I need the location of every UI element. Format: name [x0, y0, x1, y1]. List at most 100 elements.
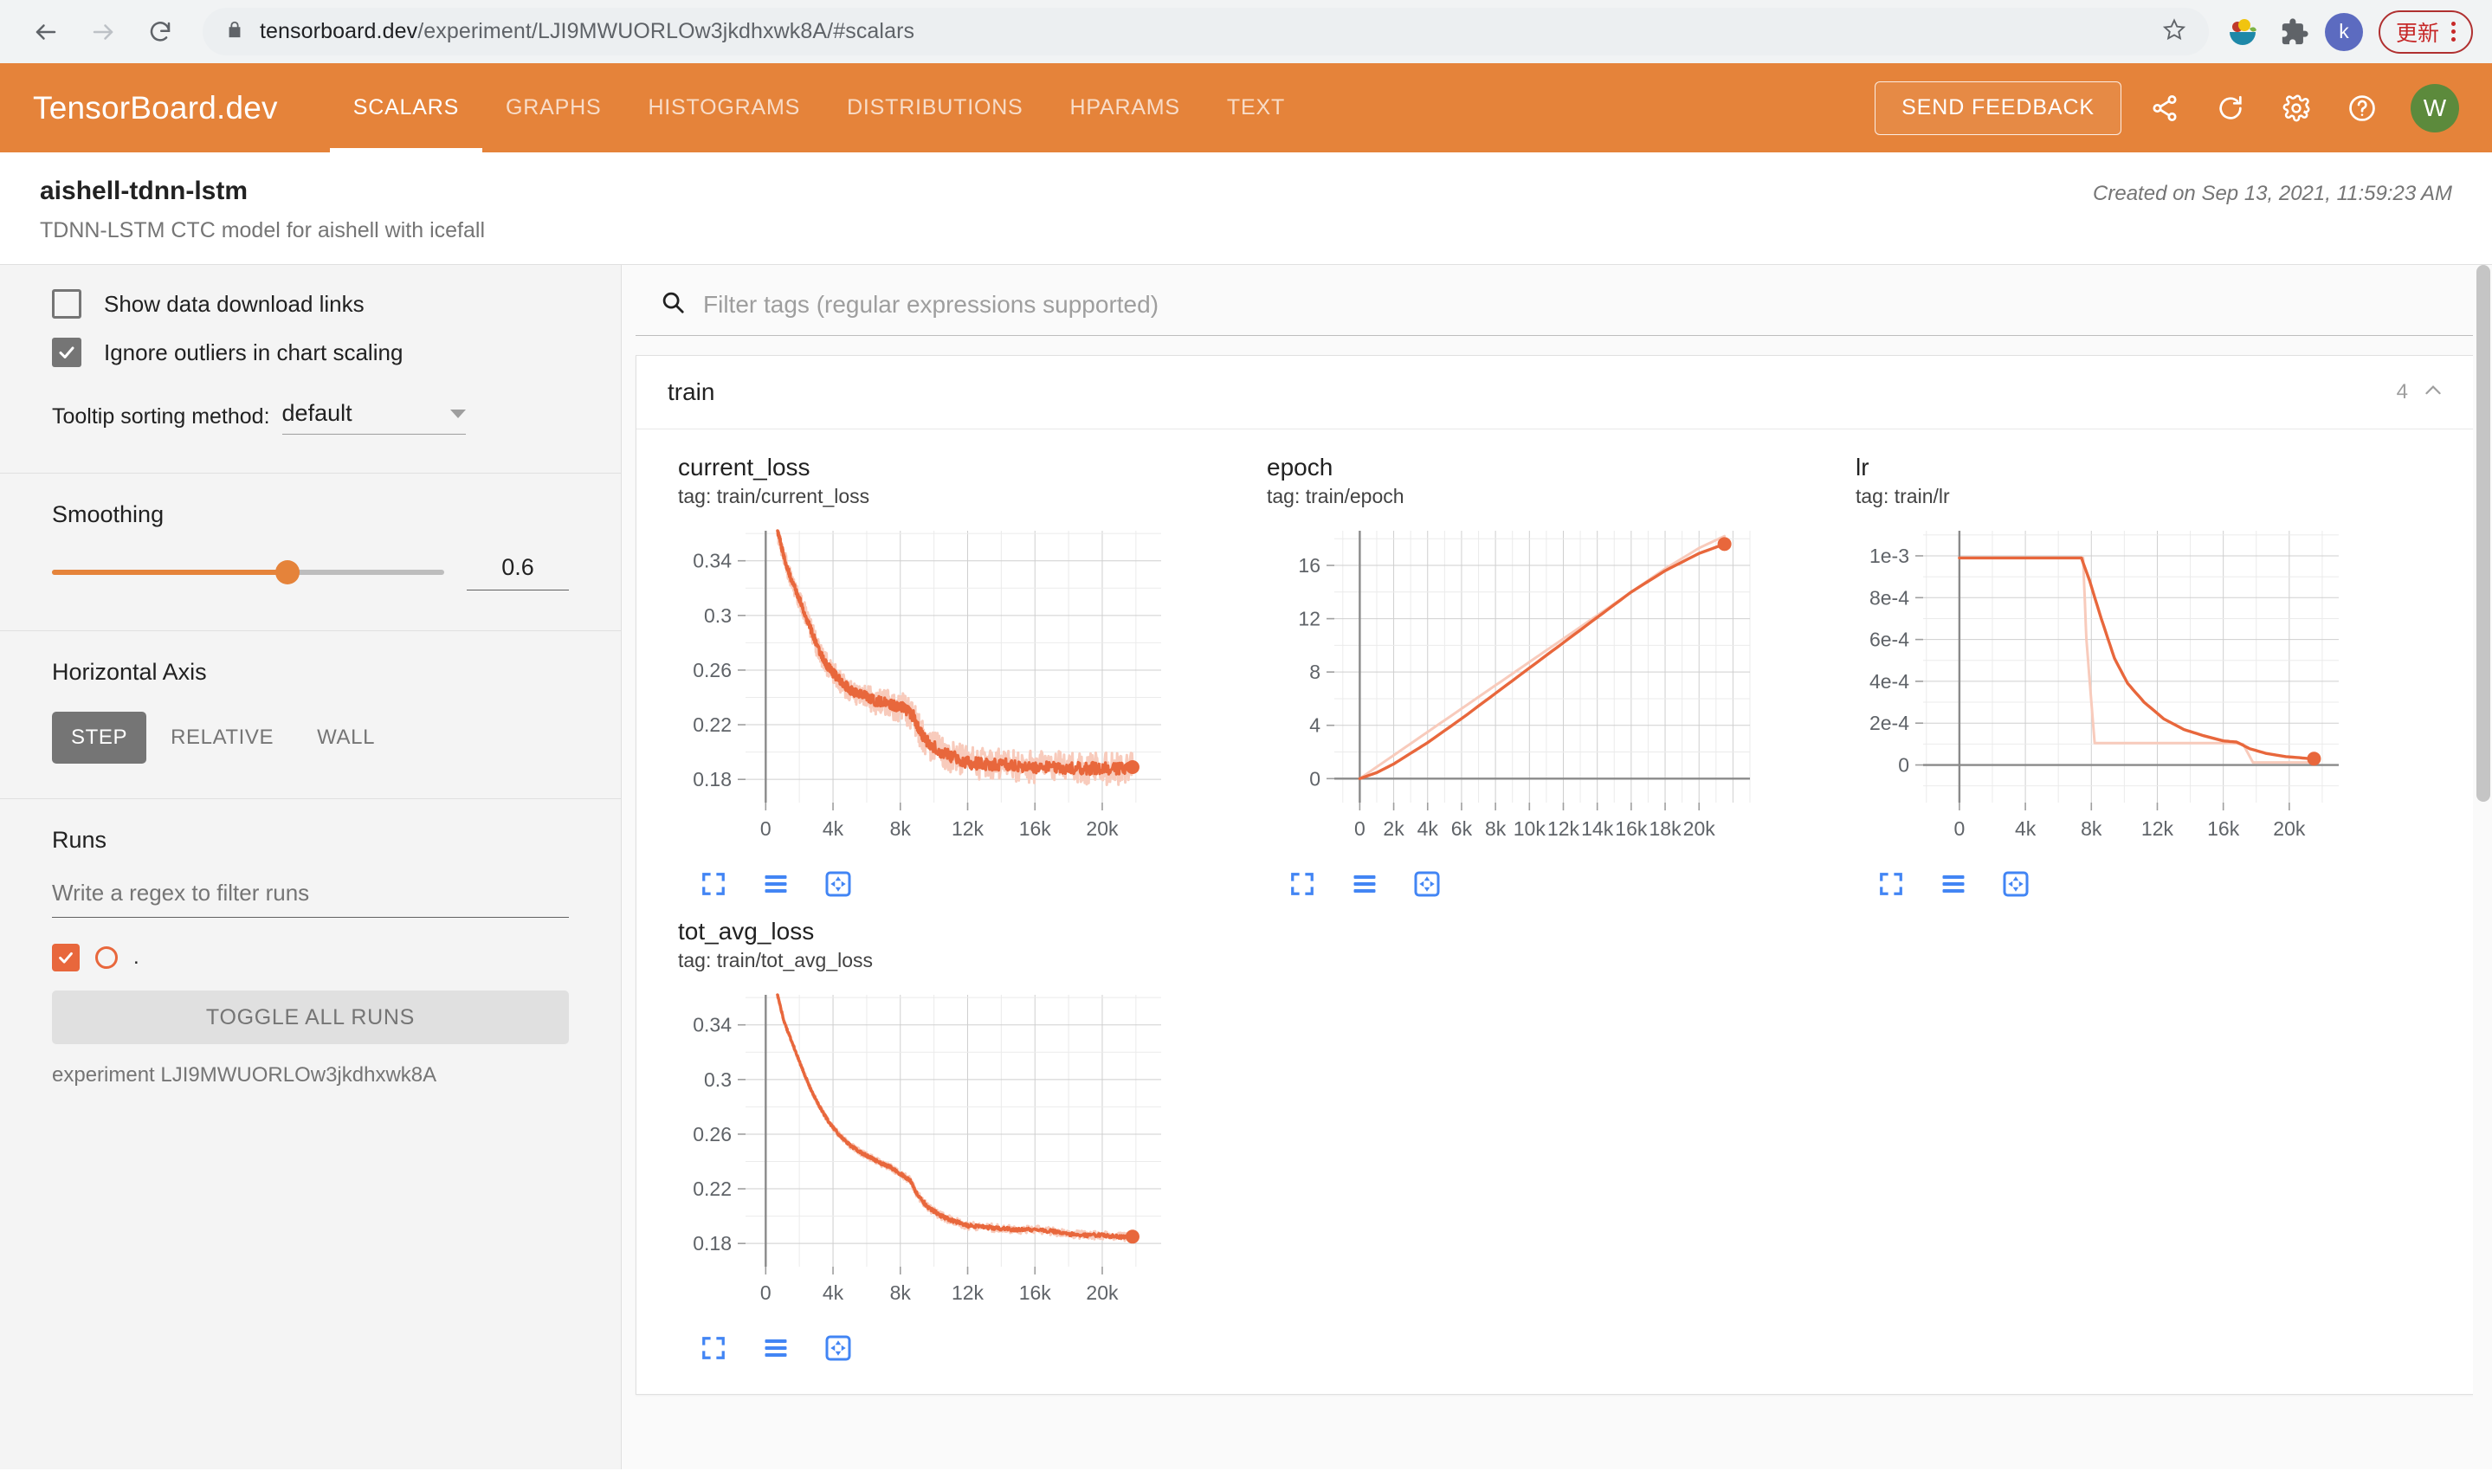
svg-text:20k: 20k — [2273, 817, 2306, 840]
fullscreen-icon[interactable] — [697, 1332, 730, 1365]
show-download-links-row[interactable]: Show data download links — [52, 289, 569, 319]
svg-text:4k: 4k — [823, 1281, 844, 1304]
svg-text:0: 0 — [760, 1281, 771, 1304]
chart-card: current_loss tag: train/current_loss 0 4k 8k… — [657, 442, 1246, 906]
fullscreen-icon[interactable] — [1286, 868, 1319, 900]
tab-hparams[interactable]: HPARAMS — [1069, 95, 1180, 119]
tensorboard-header: TensorBoard.dev SCALARS GRAPHS HISTOGRAM… — [0, 63, 2492, 152]
reload-icon[interactable] — [133, 5, 187, 59]
runs-filter-placeholder: Write a regex to filter runs — [52, 880, 310, 906]
smoothing-slider-thumb[interactable] — [274, 560, 300, 584]
show-download-links-label: Show data download links — [104, 290, 365, 317]
chart-title: current_loss — [678, 454, 810, 481]
svg-text:4k: 4k — [2015, 817, 2037, 840]
ignore-outliers-checkbox[interactable] — [52, 338, 81, 367]
lock-icon — [225, 19, 244, 44]
fruit-bowl-extension-icon[interactable] — [2221, 10, 2264, 54]
pan-fit-icon[interactable] — [822, 1332, 855, 1365]
tooltip-sorting-label: Tooltip sorting method: — [52, 404, 270, 429]
kebab-menu-icon[interactable] — [2446, 22, 2461, 42]
axis-option-step[interactable]: STEP — [52, 712, 147, 764]
chart-tag: tag: train/lr — [1856, 485, 1950, 508]
chart-plot[interactable]: 0 4k 8k 12k 16k 20k 0.18 0.22 0.26 0.3 0.34 — [678, 983, 1198, 1320]
chart-canvas[interactable]: 0 4k 8k 12k 16k 20k 0 2e-4 4e-4 6e-4 8e-4 1e-3 — [1856, 519, 2413, 861]
chart-plot[interactable]: 0 4k 8k 12k 16k 20k 0.18 0.22 0.26 0.3 0.34 — [678, 519, 1198, 856]
show-download-links-checkbox[interactable] — [52, 289, 81, 319]
pan-fit-icon[interactable] — [822, 868, 855, 900]
tab-distributions[interactable]: DISTRIBUTIONS — [847, 95, 1023, 119]
chart-plot[interactable]: 0 2k 4k 6k 8k 10k 12k 14k 16k 18k 20k 0 4 8 12 16 — [1267, 519, 1786, 856]
ignore-outliers-row[interactable]: Ignore outliers in chart scaling — [52, 338, 569, 367]
svg-text:12k: 12k — [2141, 817, 2174, 840]
svg-text:0.26: 0.26 — [693, 1123, 732, 1145]
fullscreen-icon[interactable] — [1875, 868, 1908, 900]
axis-option-relative[interactable]: RELATIVE — [171, 726, 274, 749]
run-checkbox[interactable] — [52, 944, 80, 971]
charts-grid: current_loss tag: train/current_loss 0 4k 8k… — [636, 429, 2476, 1394]
axis-option-wall[interactable]: WALL — [317, 726, 376, 749]
update-button[interactable]: 更新 — [2378, 10, 2473, 54]
chart-tag: tag: train/epoch — [1267, 485, 1404, 508]
svg-text:0.34: 0.34 — [693, 1014, 732, 1036]
svg-text:0: 0 — [1354, 817, 1365, 840]
forward-arrow-icon[interactable] — [76, 5, 130, 59]
tag-group-header[interactable]: train 4 — [636, 356, 2476, 429]
page-scrollbar[interactable] — [2473, 265, 2492, 1469]
svg-text:12k: 12k — [952, 817, 985, 840]
fullscreen-icon[interactable] — [697, 868, 730, 900]
svg-text:16k: 16k — [2207, 817, 2240, 840]
settings-sidebar: Show data download links Ignore outliers… — [0, 265, 622, 1469]
smoothing-slider[interactable] — [52, 560, 444, 584]
share-icon[interactable] — [2142, 86, 2187, 131]
svg-text:16k: 16k — [1019, 817, 1052, 840]
runs-filter-input[interactable]: Write a regex to filter runs — [52, 880, 569, 918]
tab-text[interactable]: TEXT — [1226, 95, 1286, 119]
chart-tag: tag: train/tot_avg_loss — [678, 949, 874, 972]
tab-scalars[interactable]: SCALARS — [329, 63, 483, 152]
send-feedback-button[interactable]: SEND FEEDBACK — [1875, 81, 2121, 135]
chart-title: epoch — [1267, 454, 1333, 481]
tooltip-sorting-select[interactable]: default — [281, 400, 466, 435]
back-arrow-icon[interactable] — [19, 5, 73, 59]
app-logo[interactable]: TensorBoard.dev — [33, 89, 278, 126]
smoothing-value-input[interactable]: 0.6 — [467, 554, 569, 590]
scrollbar-thumb[interactable] — [2476, 265, 2490, 802]
data-table-icon[interactable] — [1937, 868, 1970, 900]
svg-text:2k: 2k — [1383, 817, 1404, 840]
puzzle-piece-icon[interactable] — [2273, 10, 2316, 54]
svg-text:12: 12 — [1298, 608, 1320, 630]
user-avatar[interactable]: W — [2411, 83, 2459, 132]
toggle-all-runs-button[interactable]: TOGGLE ALL RUNS — [52, 990, 569, 1044]
run-label: . — [133, 945, 139, 969]
svg-text:8e-4: 8e-4 — [1869, 586, 1909, 609]
pan-fit-icon[interactable] — [1999, 868, 2032, 900]
tab-histograms[interactable]: HISTOGRAMS — [648, 95, 801, 119]
chart-plot[interactable]: 0 4k 8k 12k 16k 20k 0 2e-4 4e-4 6e-4 8e-4 1e-3 — [1856, 519, 2375, 856]
data-table-icon[interactable] — [759, 1332, 792, 1365]
chart-canvas[interactable]: 0 4k 8k 12k 16k 20k 0.18 0.22 0.26 0.3 0.34 — [678, 519, 1236, 861]
chart-canvas[interactable]: 0 2k 4k 6k 8k 10k 12k 14k 16k 18k 20k 0 4 8 12 16 — [1267, 519, 1824, 861]
chevron-up-icon[interactable] — [2422, 379, 2444, 406]
data-table-icon[interactable] — [759, 868, 792, 900]
run-item[interactable]: . — [52, 944, 569, 971]
main-panel: Filter tags (regular expressions support… — [622, 265, 2492, 1469]
refresh-icon[interactable] — [2208, 86, 2253, 131]
address-bar[interactable]: tensorboard.dev/experiment/LJI9MWUORLOw3… — [203, 8, 2209, 55]
tab-graphs[interactable]: GRAPHS — [506, 95, 602, 119]
pan-fit-icon[interactable] — [1411, 868, 1443, 900]
tag-filter-row[interactable]: Filter tags (regular expressions support… — [636, 265, 2476, 336]
help-icon[interactable] — [2340, 86, 2385, 131]
sidebar-divider-2 — [0, 630, 621, 631]
data-table-icon[interactable] — [1348, 868, 1381, 900]
page-title: aishell-tdnn-lstm — [40, 177, 249, 205]
smoothing-slider-fill — [52, 570, 287, 575]
svg-text:16k: 16k — [1615, 817, 1648, 840]
profile-avatar[interactable]: k — [2324, 12, 2363, 51]
star-icon[interactable] — [2145, 17, 2186, 46]
chevron-down-icon — [449, 409, 466, 418]
gear-icon[interactable] — [2274, 86, 2319, 131]
run-color-swatch — [95, 946, 118, 969]
svg-text:18k: 18k — [1649, 817, 1682, 840]
chart-canvas[interactable]: 0 4k 8k 12k 16k 20k 0.18 0.22 0.26 0.3 0.34 — [678, 983, 1236, 1325]
svg-text:0: 0 — [1898, 754, 1909, 777]
